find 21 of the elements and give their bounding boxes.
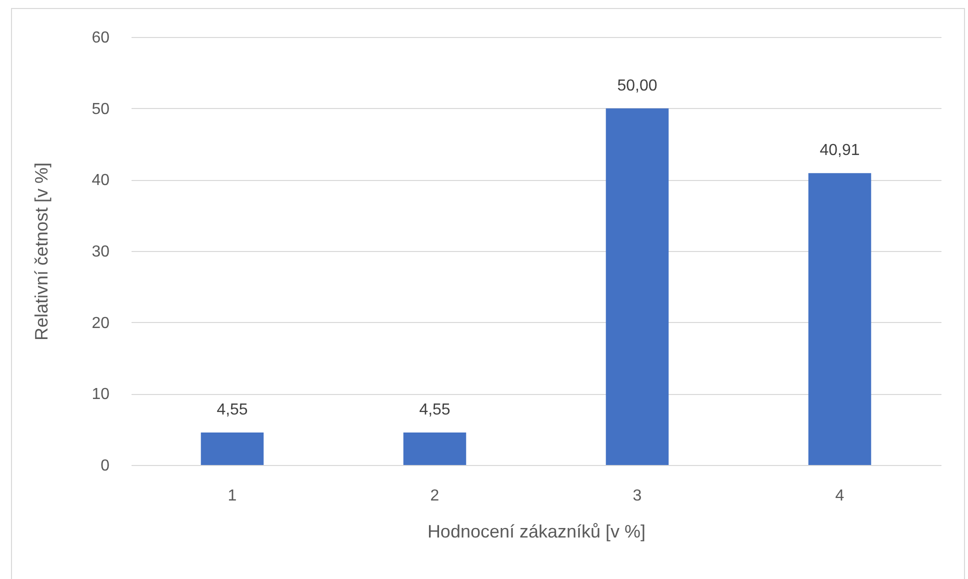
bar — [808, 173, 872, 465]
y-tick-label: 10 — [92, 386, 110, 404]
y-tick-label: 30 — [92, 244, 110, 260]
data-label: 4,55 — [216, 402, 248, 419]
data-label: 50,00 — [617, 77, 658, 94]
x-tick-label: 4 — [835, 488, 844, 504]
y-axis-title: Relativní četnost [v %] — [32, 162, 52, 341]
data-label: 40,91 — [820, 142, 860, 160]
x-tick-label: 3 — [632, 488, 642, 504]
bar — [200, 432, 264, 465]
x-tick-label: 1 — [228, 488, 237, 504]
bar — [606, 108, 669, 465]
x-axis-title: Hodnocení zákazníků [v %] — [427, 522, 646, 542]
y-tick-label: 60 — [92, 30, 110, 46]
y-tick-label: 0 — [100, 458, 110, 474]
y-tick-label: 20 — [92, 314, 110, 332]
y-tick-label: 50 — [92, 100, 110, 118]
x-tick-label: 2 — [430, 488, 440, 504]
data-label: 4,55 — [419, 402, 450, 419]
y-tick-label: 40 — [92, 172, 110, 190]
bar — [403, 432, 466, 465]
